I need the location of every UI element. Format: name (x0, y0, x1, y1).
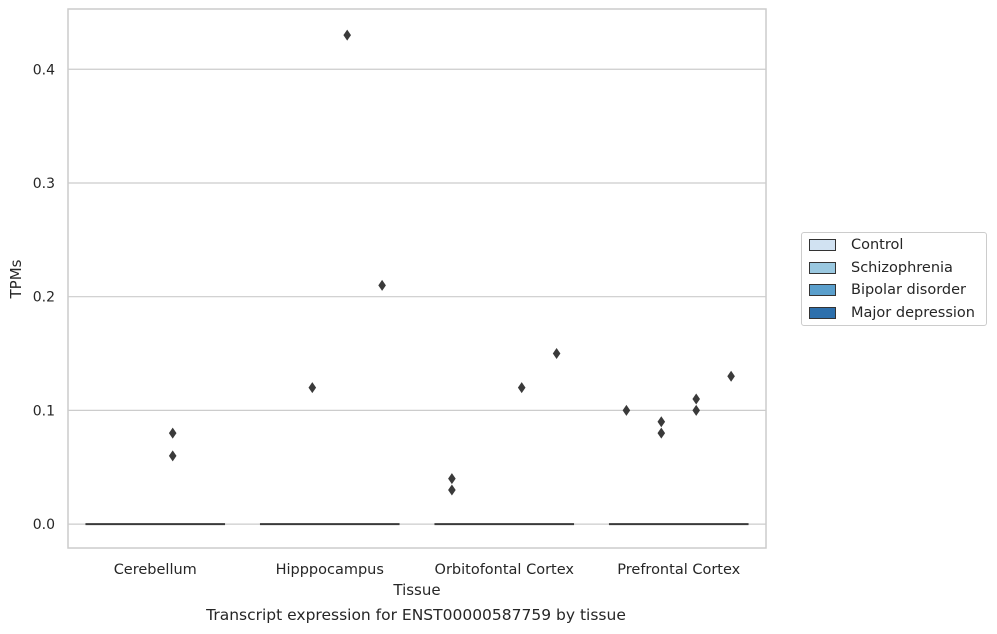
outlier-point (622, 404, 631, 416)
outlier-point (727, 370, 735, 382)
y-tick-label: 0.0 (33, 517, 55, 533)
x-tick-label: Orbitofontal Cortex (435, 562, 575, 578)
y-tick-label: 0.3 (33, 176, 55, 192)
outlier-point (378, 279, 386, 291)
outlier-point (692, 404, 700, 416)
legend-label-major-depression: Major depression (851, 305, 975, 321)
outlier-point (692, 393, 700, 405)
legend-label-bipolar-disorder: Bipolar disorder (851, 282, 966, 298)
outlier-point (448, 484, 456, 496)
outlier-markers (168, 29, 735, 496)
legend-item-major-depression: Major depression (809, 304, 975, 322)
y-axis-label: TPMs (7, 259, 25, 299)
outlier-point (657, 416, 666, 428)
chart-caption: Transcript expression for ENST0000058775… (206, 606, 626, 624)
legend-swatch-bipolar-disorder (809, 284, 836, 296)
x-tick-label: Cerebellum (114, 562, 197, 578)
outlier-point (343, 29, 351, 41)
legend: Control Schizophrenia Bipolar disorder M… (801, 232, 987, 326)
plot-area (67, 8, 767, 549)
y-tick-labels: 0.0 0.1 0.2 0.3 0.4 (33, 62, 55, 533)
outlier-point (308, 382, 317, 394)
outlier-point (168, 427, 177, 439)
x-tick-labels: Cerebellum Hipppocampus Orbitofontal Corte… (114, 562, 741, 578)
outlier-point (448, 473, 456, 485)
legend-swatch-major-depression (809, 307, 836, 319)
outlier-point (552, 348, 561, 360)
legend-item-bipolar-disorder: Bipolar disorder (809, 281, 966, 299)
outlier-point (657, 427, 666, 439)
legend-swatch-control (809, 239, 836, 251)
legend-swatch-schizophrenia (809, 262, 836, 274)
x-tick-label: Hipppocampus (276, 562, 384, 578)
y-tick-label: 0.4 (33, 62, 55, 78)
outlier-point (517, 382, 526, 394)
legend-label-schizophrenia: Schizophrenia (851, 260, 953, 276)
x-tick-label: Prefrontal Cortex (617, 562, 740, 578)
y-tick-label: 0.1 (33, 403, 55, 419)
legend-item-schizophrenia: Schizophrenia (809, 259, 953, 277)
y-tick-label: 0.2 (33, 290, 55, 306)
x-axis-label: Tissue (392, 581, 440, 599)
outlier-point (168, 450, 177, 462)
legend-label-control: Control (851, 237, 904, 253)
legend-item-control: Control (809, 236, 903, 254)
